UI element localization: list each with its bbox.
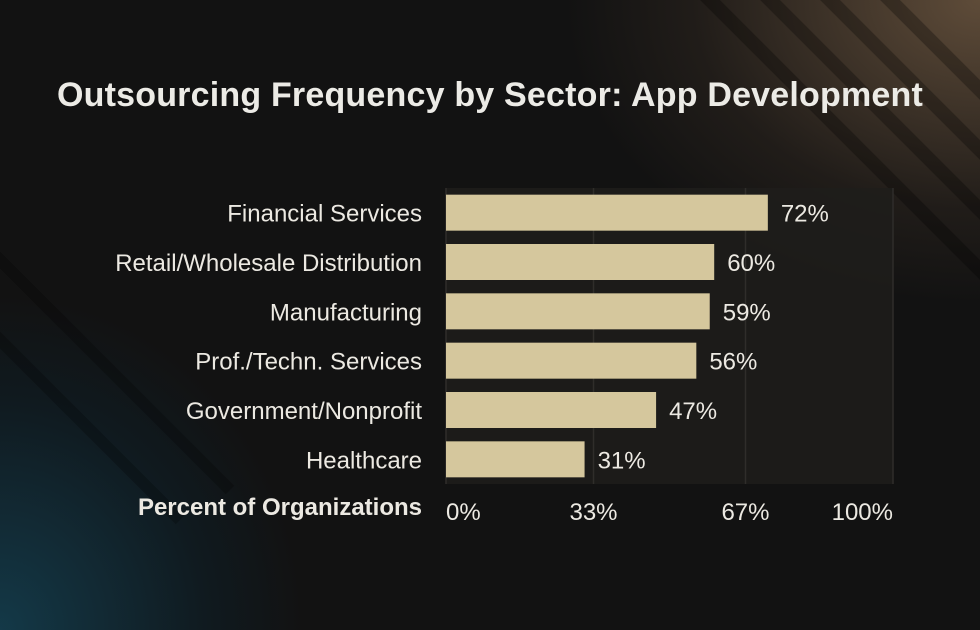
- data-label: 72%: [781, 201, 829, 228]
- bar: [446, 194, 768, 231]
- data-label: 56%: [709, 349, 757, 376]
- category-label: Healthcare: [306, 447, 422, 474]
- category-label: Government/Nonprofit: [186, 398, 422, 425]
- bar: [446, 342, 697, 379]
- x-tick-label: 0%: [446, 499, 481, 526]
- category-label: Manufacturing: [270, 299, 422, 326]
- x-tick-label: 33%: [569, 499, 617, 526]
- plot-area: [446, 188, 893, 484]
- data-label: 59%: [723, 299, 771, 326]
- data-label: 31%: [598, 447, 646, 474]
- data-label: 60%: [727, 250, 775, 277]
- category-label: Financial Services: [227, 201, 422, 228]
- bar: [446, 244, 715, 280]
- category-label: Prof./Techn. Services: [195, 349, 422, 376]
- bar: [446, 392, 657, 428]
- x-axis-label: Percent of Organizations: [138, 494, 422, 521]
- x-tick-label: 67%: [721, 499, 769, 526]
- bar: [446, 441, 585, 478]
- category-label: Retail/Wholesale Distribution: [115, 250, 422, 277]
- data-label: 47%: [669, 398, 717, 425]
- x-tick-label: 100%: [832, 499, 893, 526]
- bar: [446, 293, 710, 330]
- chart-title: Outsourcing Frequency by Sector: App Dev…: [56, 76, 924, 114]
